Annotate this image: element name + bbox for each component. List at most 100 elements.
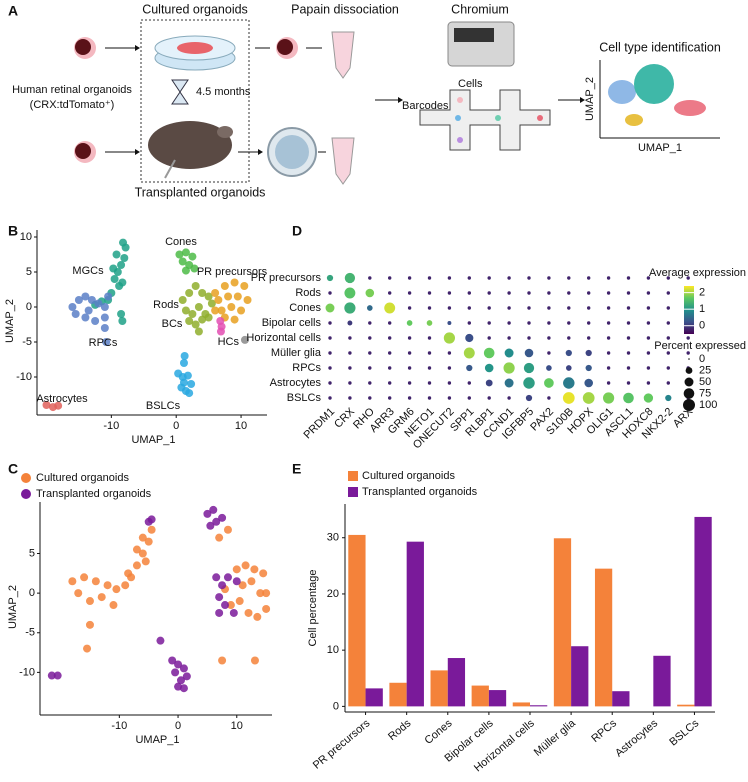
eye-lens: [275, 135, 309, 169]
dot: [487, 276, 491, 280]
source-label: (CRX:tdTomato⁺): [30, 99, 115, 111]
point: [74, 589, 83, 598]
point: [259, 569, 268, 578]
dot: [527, 336, 531, 340]
dot: [547, 351, 551, 355]
cluster-label: Astrocytes: [36, 393, 88, 405]
point: [232, 565, 241, 574]
row-label: Rods: [295, 287, 321, 299]
dot: [466, 364, 473, 372]
size-legend-dot: [685, 367, 693, 374]
dot: [387, 381, 392, 385]
y-tick-label: 20: [327, 588, 339, 600]
dot: [467, 321, 472, 325]
dot: [387, 291, 392, 295]
dot: [447, 381, 452, 385]
point: [176, 676, 185, 685]
dot: [348, 381, 352, 385]
x-tick-label: 0: [173, 420, 179, 432]
dot: [606, 276, 611, 280]
dot: [484, 363, 494, 373]
point: [253, 612, 262, 621]
dot: [646, 291, 651, 295]
legend-label: Transplanted organoids: [362, 486, 478, 498]
bar: [694, 516, 712, 707]
size-legend-dot: [683, 388, 695, 399]
y-tick-label: -5: [25, 627, 35, 639]
dot: [368, 321, 372, 325]
point: [198, 289, 207, 297]
dot: [606, 291, 611, 295]
point: [168, 656, 177, 665]
y-tick-label: 5: [29, 547, 35, 559]
legend-swatch: [348, 471, 358, 481]
row-label: Bipolar cells: [262, 317, 322, 329]
dot: [666, 321, 671, 325]
dot: [544, 378, 554, 388]
legend-swatch: [348, 487, 358, 497]
mini-cluster: [674, 100, 706, 116]
gene-label: PRDM1: [301, 406, 337, 442]
cell: [537, 115, 543, 121]
dot: [487, 321, 491, 325]
dot: [666, 306, 671, 310]
dot: [646, 366, 651, 370]
point: [209, 505, 218, 514]
dot: [447, 321, 452, 325]
row-label: Astrocytes: [270, 377, 322, 389]
cluster-label: BSLCs: [146, 400, 181, 412]
bar: [677, 704, 695, 707]
x-tick-label: Astrocytes: [613, 717, 660, 760]
point: [174, 660, 183, 669]
y-tick-label: 0: [333, 700, 339, 712]
mouse: [148, 121, 232, 169]
dot: [368, 336, 372, 340]
dot: [626, 291, 631, 295]
point: [156, 636, 165, 645]
cluster-label: HCs: [218, 336, 240, 348]
point: [181, 306, 190, 315]
row-label: Cones: [289, 302, 321, 314]
point: [138, 533, 147, 542]
size-legend-label: 100: [699, 399, 717, 411]
point: [179, 664, 188, 673]
point: [217, 306, 226, 315]
dot: [665, 394, 672, 402]
mini-axis-label: UMAP_2: [584, 77, 596, 121]
dot: [565, 365, 572, 371]
point: [118, 317, 127, 325]
dot: [387, 276, 392, 280]
bar: [471, 685, 489, 707]
dot: [387, 396, 392, 400]
point: [232, 577, 241, 586]
dot: [523, 362, 535, 374]
cell: [457, 137, 463, 143]
point: [204, 313, 213, 322]
point: [198, 315, 207, 324]
point: [85, 620, 94, 629]
dot: [586, 306, 591, 310]
point: [190, 264, 199, 273]
point: [237, 306, 246, 315]
point: [138, 549, 147, 558]
panel-label: E: [292, 461, 301, 477]
x-tick-label: PR precursors: [311, 717, 373, 772]
point: [185, 289, 194, 297]
dot: [547, 291, 551, 295]
dot: [584, 378, 593, 388]
bar: [653, 655, 671, 707]
bar: [553, 538, 572, 707]
size-legend-dot: [683, 399, 695, 411]
cluster-label: MGCs: [72, 265, 104, 277]
colorbar-label: 0: [699, 320, 705, 332]
dot: [387, 351, 392, 355]
dot: [586, 276, 591, 280]
dot: [606, 321, 611, 325]
dot: [407, 396, 412, 400]
x-tick-label: Cones: [423, 717, 455, 747]
dot: [427, 396, 432, 400]
point: [185, 317, 194, 325]
dot: [407, 291, 412, 295]
dot: [447, 291, 452, 295]
y-axis-label: UMAP_2: [4, 299, 16, 343]
